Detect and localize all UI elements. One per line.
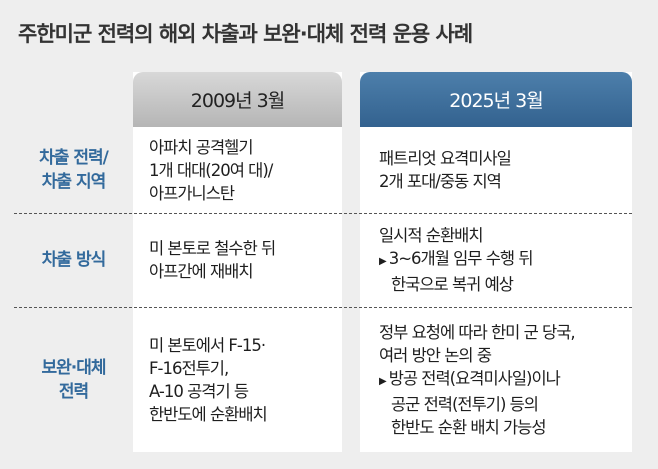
cell-2009-force: 아파치 공격헬기 1개 대대(20여 대)/ 아프가니스탄 (149, 127, 339, 213)
row-divider (14, 307, 632, 308)
row-label-dispatch-method: 차출 방식 (14, 213, 133, 307)
label-line: 차출 지역 (41, 172, 106, 192)
label-line: 전력 (58, 381, 89, 402)
note-text: 3~6개월 임무 수행 뒤 (388, 249, 534, 268)
cell-2025-method: 일시적 순환배치 ▶ 3~6개월 임무 수행 뒤 한국으로 복귀 예상 (379, 213, 629, 307)
cell-line: 여러 방안 논의 중 (379, 345, 492, 365)
cell-line: 2개 포대/중동 지역 (379, 172, 502, 191)
cell-line: 정부 요청에 따라 한미 군 당국, (379, 322, 576, 342)
label-line: 차출 방식 (41, 250, 106, 270)
row-label-replacement-force: 보완·대체 전력 (14, 307, 133, 452)
cell-line: 아파치 공격헬기 (149, 137, 254, 157)
cell-line: 일시적 순환배치 (379, 226, 484, 245)
cell-line: 아프간에 재배치 (149, 262, 254, 281)
cell-2009-replacement: 미 본토에서 F-15· F-16전투기, A-10 공격기 등 한반도에 순환… (149, 307, 339, 452)
cell-line: 패트리엇 요격미사일 (379, 149, 512, 168)
note-line: 한반도 순환 배치 가능성 (391, 417, 547, 437)
cell-2025-force: 패트리엇 요격미사일 2개 포대/중동 지역 (379, 127, 629, 213)
cell-line: 아프가니스탄 (149, 183, 235, 203)
label-line: 보완·대체 (41, 357, 106, 378)
column-2025: 2025년 3월 (360, 72, 632, 452)
row-label-dispatched-force: 차출 전력/ 차출 지역 (14, 127, 133, 213)
cell-line: A-10 공격기 등 (149, 381, 249, 401)
triangle-bullet-icon: ▶ (379, 256, 387, 267)
column-2009: 2009년 3월 (133, 72, 342, 452)
cell-2009-method: 미 본토로 철수한 뒤 아프간에 재배치 (149, 213, 339, 307)
note-line: ▶ 방공 전력(요격미사일)이나 (379, 367, 629, 393)
column-header-2009: 2009년 3월 (133, 72, 342, 127)
triangle-bullet-icon: ▶ (379, 375, 387, 387)
cell-line: 1개 대대(20여 대)/ (149, 160, 273, 180)
cell-line: 한반도에 순환배치 (149, 404, 268, 424)
cell-line: 미 본토에서 F-15· (149, 335, 266, 355)
note-line: ▶ 3~6개월 임무 수행 뒤 (379, 247, 629, 273)
note-line: 공군 전력(전투기) 등의 (391, 394, 539, 414)
infographic-title: 주한미군 전력의 해외 차출과 보완·대체 전력 운용 사례 (18, 22, 473, 46)
label-line: 차출 전력/ (39, 148, 109, 168)
cell-line: 미 본토로 철수한 뒤 (149, 239, 276, 258)
note-text: 방공 전력(요격미사일)이나 (388, 368, 561, 388)
cell-line: F-16전투기, (149, 358, 229, 378)
cell-2025-replacement: 정부 요청에 따라 한미 군 당국, 여러 방안 논의 중 ▶ 방공 전력(요격미… (379, 307, 629, 452)
note-line: 한국으로 복귀 예상 (391, 275, 514, 294)
column-header-2025: 2025년 3월 (360, 72, 632, 127)
row-divider (14, 213, 632, 214)
